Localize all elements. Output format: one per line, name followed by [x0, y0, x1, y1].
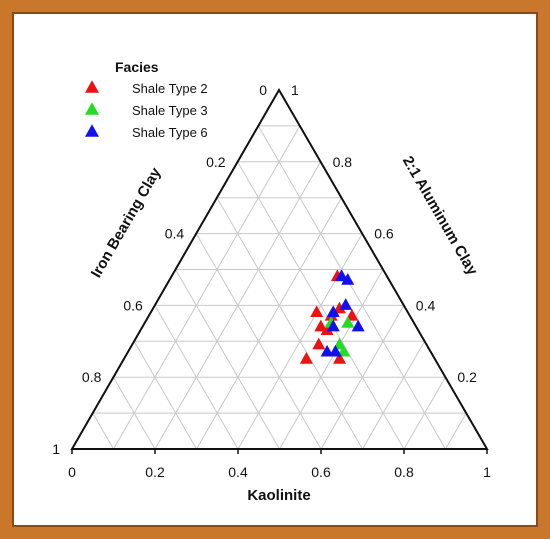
bottom-tick-label: 0 [68, 464, 76, 480]
left-tick-label: 0.8 [82, 369, 102, 385]
left-tick-label: 0 [259, 82, 267, 98]
legend-marker [85, 80, 99, 93]
right-tick-label: 0.8 [333, 154, 353, 170]
grid-line [175, 269, 280, 450]
data-point [320, 344, 334, 357]
data-point [333, 337, 347, 350]
legend-label: Shale Type 3 [132, 103, 208, 118]
data-point [351, 319, 365, 332]
grid-line [237, 161, 405, 450]
data-point [341, 316, 355, 328]
left-tick-label: 0.6 [123, 297, 143, 313]
data-point [341, 273, 355, 285]
left-tick-label: 1 [52, 441, 60, 457]
legend-title: Facies [115, 59, 159, 75]
grid-line [257, 125, 446, 450]
right-tick-label: 0.2 [457, 369, 477, 385]
grid [92, 125, 467, 450]
bottom-tick-label: 1 [483, 464, 491, 480]
triangle-border [70, 88, 489, 450]
grid-line [196, 197, 342, 450]
right-tick-label: 0.6 [374, 226, 394, 242]
left-tick-label: 0.4 [165, 226, 185, 242]
grid-line [113, 125, 301, 450]
data-point [310, 305, 324, 318]
right-axis-title: 2:1 Aluminum Clay [399, 153, 481, 279]
grid-line [279, 269, 384, 450]
legend-label: Shale Type 2 [132, 81, 208, 96]
grid-line [92, 412, 114, 450]
bottom-tick-label: 0.8 [394, 464, 414, 480]
right-tick-label: 0.4 [416, 297, 436, 313]
data-point [314, 319, 328, 332]
legend-items: Shale Type 2 Shale Type 3 Shale Type 6 [85, 80, 208, 140]
data-point [326, 305, 340, 318]
data-point [332, 301, 346, 314]
left-axis-title: Iron Bearing Clay [88, 164, 165, 281]
grid-line [154, 305, 239, 450]
data-point [335, 269, 349, 282]
grid-line [445, 412, 467, 450]
bottom-tick-label: 0.2 [145, 464, 165, 480]
triangle-outline [70, 88, 489, 450]
left-tick-label: 0.2 [206, 154, 226, 170]
grid-line [362, 341, 426, 450]
legend-label: Shale Type 6 [132, 125, 208, 140]
data-point [320, 323, 334, 335]
data-points [299, 269, 365, 364]
bottom-axis-title: Kaolinite [247, 487, 310, 504]
bottom-tick-label: 0.6 [311, 464, 331, 480]
data-point [337, 344, 351, 357]
tick-labels: 0 0.2 0.4 0.6 0.8 100.20.40.60.810.20.40.60.8… [52, 82, 491, 480]
legend-marker [85, 124, 99, 137]
legend-marker [85, 102, 99, 115]
data-point [326, 319, 340, 332]
data-point [333, 351, 347, 364]
data-point [345, 308, 359, 321]
data-point [339, 298, 353, 310]
grid-line [216, 197, 363, 450]
grid-line [195, 233, 322, 450]
data-point [312, 337, 326, 350]
right-tick-label: 1 [291, 82, 299, 98]
grid-line [112, 376, 156, 450]
grid-line [133, 341, 197, 450]
data-point [299, 351, 313, 364]
bottom-tick-label: 0.4 [228, 464, 248, 480]
data-point [328, 344, 342, 357]
